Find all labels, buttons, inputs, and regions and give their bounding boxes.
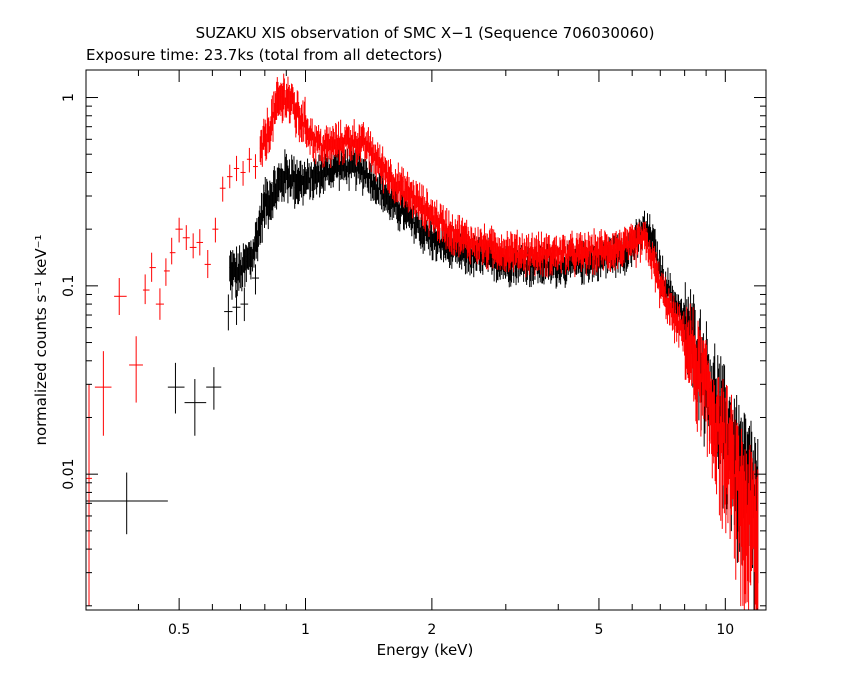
x-tick-label-4: 10 (716, 622, 734, 638)
chart-subtitle: Exposure time: 23.7ks (total from all de… (86, 46, 442, 64)
x-tick-label-1: 1 (301, 622, 310, 638)
y-axis-label: normalized counts s⁻¹ keV⁻¹ (32, 234, 50, 445)
y-tick-label-2: 1 (61, 93, 77, 102)
chart-title: SUZAKU XIS observation of SMC X−1 (Seque… (196, 24, 655, 42)
axis-ticks: 0.5 1 2 5 10 0.01 0.1 1 (61, 70, 766, 638)
plot-frame (85, 69, 767, 611)
x-tick-label-3: 5 (594, 622, 603, 638)
y-tick-label-0: 0.01 (61, 459, 77, 490)
y-tick-label-1: 0.1 (61, 275, 77, 297)
series-1 (86, 73, 759, 610)
x-axis-label: Energy (keV) (377, 641, 474, 659)
data-points (86, 73, 759, 610)
x-tick-label-0: 0.5 (168, 622, 190, 638)
x-tick-label-2: 2 (427, 622, 436, 638)
